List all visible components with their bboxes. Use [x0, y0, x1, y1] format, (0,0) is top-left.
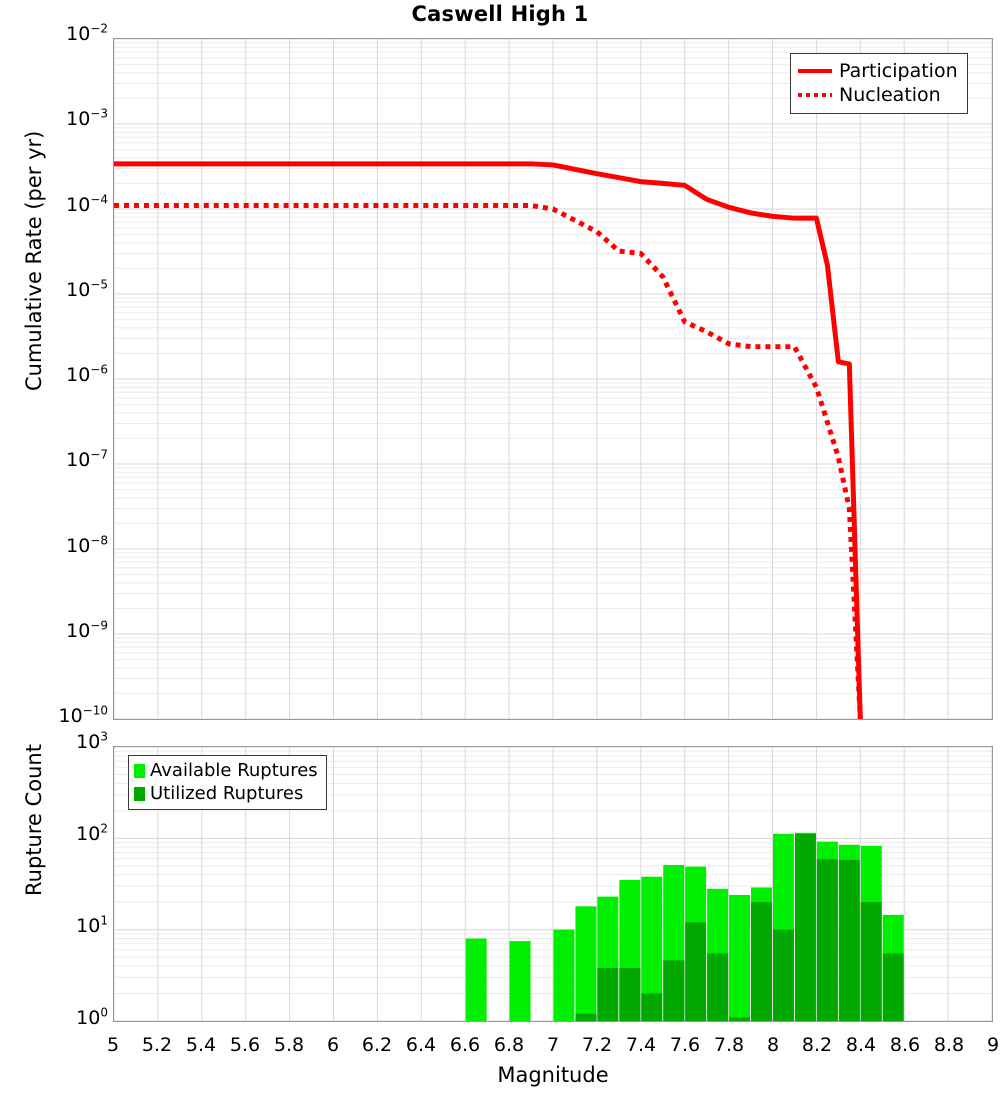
top-y-tick-labels: 10−2 10−3 10−4 10−5 10−6 10−7 10−8 10−9 10−10	[0, 0, 108, 1100]
bar-available-ruptures	[509, 941, 531, 1021]
rupture-count-canvas	[114, 747, 992, 1021]
bar-utilized-ruptures	[575, 1013, 597, 1021]
bar-utilized-ruptures	[707, 953, 729, 1021]
bar-utilized-ruptures	[729, 1017, 751, 1021]
bar-utilized-ruptures	[619, 968, 641, 1021]
bottom-y-axis-title: Rupture Count	[22, 744, 46, 896]
legend-label-utilized-ruptures: Utilized Ruptures	[150, 782, 304, 804]
xtick-8: 8	[766, 1034, 780, 1056]
top-ytick-10-4: 10−4	[66, 192, 108, 216]
bottom-ytick-103: 103	[76, 729, 108, 753]
xtick-7.4: 7.4	[625, 1034, 657, 1056]
xtick-5.8: 5.8	[273, 1034, 305, 1056]
x-axis-title: Magnitude	[497, 1063, 609, 1087]
bar-available-ruptures	[641, 876, 663, 1021]
participation-line-icon	[798, 63, 832, 79]
bar-utilized-ruptures	[641, 993, 663, 1021]
top-ytick-10-6: 10−6	[66, 362, 108, 386]
available-ruptures-swatch-icon	[134, 763, 145, 778]
top-ytick-10-5: 10−5	[66, 277, 108, 301]
xtick-6: 6	[326, 1034, 340, 1056]
top-ytick-10-2: 10−2	[66, 21, 108, 45]
xtick-7.8: 7.8	[713, 1034, 745, 1056]
bar-available-ruptures	[465, 938, 487, 1021]
xtick-5.6: 5.6	[229, 1034, 261, 1056]
xtick-5: 5	[106, 1034, 120, 1056]
bar-utilized-ruptures	[751, 902, 773, 1021]
bar-utilized-ruptures	[860, 902, 882, 1021]
xtick-8.4: 8.4	[845, 1034, 877, 1056]
xtick-6.8: 6.8	[493, 1034, 525, 1056]
legend-label-participation: Participation	[839, 59, 958, 82]
xtick-6.2: 6.2	[361, 1034, 393, 1056]
xtick-9: 9	[986, 1034, 1000, 1056]
xtick-6.4: 6.4	[405, 1034, 437, 1056]
top-ytick-10-9: 10−9	[66, 618, 108, 642]
bar-utilized-ruptures	[882, 953, 904, 1021]
cumulative-rate-plot	[113, 38, 993, 720]
bar-utilized-ruptures	[794, 833, 816, 1021]
bottom-y-tick-labels: 103 102 101 100	[0, 0, 108, 1100]
xtick-7: 7	[546, 1034, 560, 1056]
rupture-count-plot	[113, 746, 993, 1022]
nucleation-line-icon	[798, 87, 832, 103]
bar-utilized-ruptures	[816, 859, 838, 1021]
bar-utilized-ruptures	[663, 960, 685, 1021]
legend-label-nucleation: Nucleation	[839, 83, 941, 106]
xtick-8.2: 8.2	[801, 1034, 833, 1056]
top-ytick-10-10: 10−10	[58, 703, 108, 727]
top-ytick-10-8: 10−8	[66, 533, 108, 557]
bar-available-ruptures	[553, 929, 575, 1021]
xtick-7.6: 7.6	[669, 1034, 701, 1056]
bar-utilized-ruptures	[838, 859, 860, 1021]
series-participation-line	[114, 161, 863, 719]
bottom-ytick-102: 102	[76, 821, 108, 845]
top-ytick-10-7: 10−7	[66, 447, 108, 472]
curve-legend: Participation Nucleation	[790, 53, 968, 114]
series-nucleation-line	[114, 202, 863, 719]
legend-item-nucleation[interactable]: Nucleation	[798, 83, 958, 107]
legend-item-participation[interactable]: Participation	[798, 59, 958, 83]
xtick-8.6: 8.6	[889, 1034, 921, 1056]
xtick-8.8: 8.8	[933, 1034, 965, 1056]
bar-available-ruptures	[729, 894, 751, 1021]
legend-item-utilized-ruptures[interactable]: Utilized Ruptures	[134, 782, 318, 805]
bottom-ytick-100: 100	[76, 1005, 108, 1029]
chart-title: Caswell High 1	[411, 2, 589, 26]
xtick-7.2: 7.2	[581, 1034, 613, 1056]
rupture-legend: Available Ruptures Utilized Ruptures	[128, 755, 327, 810]
bottom-ytick-101: 101	[76, 913, 108, 937]
legend-item-available-ruptures[interactable]: Available Ruptures	[134, 759, 318, 782]
bar-utilized-ruptures	[597, 968, 619, 1021]
bar-available-ruptures	[575, 906, 597, 1021]
xtick-6.6: 6.6	[449, 1034, 481, 1056]
xtick-5.2: 5.2	[141, 1034, 173, 1056]
legend-label-available-ruptures: Available Ruptures	[150, 759, 318, 781]
bar-utilized-ruptures	[772, 929, 794, 1021]
utilized-ruptures-swatch-icon	[134, 786, 145, 801]
xtick-5.4: 5.4	[185, 1034, 217, 1056]
cumulative-rate-canvas	[114, 39, 992, 719]
bar-utilized-ruptures	[685, 922, 707, 1021]
top-ytick-10-3: 10−3	[66, 106, 108, 131]
